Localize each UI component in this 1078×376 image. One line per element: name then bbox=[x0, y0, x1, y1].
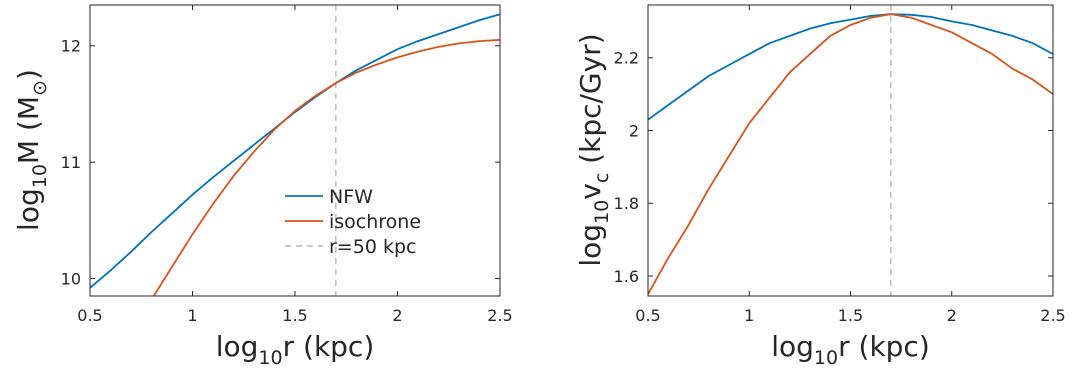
y-axis-label: log10vc (kpc/Gyr) bbox=[574, 33, 613, 266]
chart-panel-1: 0.5 1 1.5 2 2.5 10 11 12 log10r (kpc) log10M (M⊙)… bbox=[12, 4, 513, 369]
y-tick-label: 11 bbox=[61, 153, 81, 172]
x-tick-label: 1.5 bbox=[838, 306, 863, 325]
x-tick-label: 2.5 bbox=[1040, 306, 1065, 325]
axes-box bbox=[89, 4, 501, 297]
axes-box bbox=[647, 4, 1054, 297]
x-tick-label: 2 bbox=[947, 306, 957, 325]
y-tick-label: 10 bbox=[61, 270, 81, 289]
legend-label: isochrone bbox=[329, 211, 421, 233]
x-tick-label: 2.5 bbox=[487, 306, 512, 325]
x-axis-label: log10r (kpc) bbox=[771, 330, 930, 369]
y-tick-label: 1.8 bbox=[614, 194, 639, 213]
y-tick-label: 12 bbox=[61, 37, 81, 56]
y-tick-label: 2 bbox=[629, 121, 639, 140]
x-tick-label: 1 bbox=[187, 306, 197, 325]
legend-label: NFW bbox=[329, 186, 373, 208]
x-tick-label: 1.5 bbox=[282, 306, 307, 325]
chart-panel-2: 0.5 1 1.5 2 2.5 1.6 1.8 2 2.2 log10r (kpc) log10vc… bbox=[574, 4, 1066, 369]
x-tick-label: 0.5 bbox=[77, 306, 102, 325]
y-tick-label: 1.6 bbox=[614, 267, 639, 286]
x-tick-label: 1 bbox=[744, 306, 754, 325]
y-tick-label: 2.2 bbox=[614, 49, 639, 68]
series-line-nfw bbox=[90, 13, 500, 289]
x-axis-label: log10r (kpc) bbox=[216, 330, 375, 369]
y-axis-label: log10M (M⊙) bbox=[12, 69, 51, 231]
series-line-nfw bbox=[648, 13, 1053, 121]
legend: NFW isochrone r=50 kpc bbox=[285, 186, 421, 258]
x-tick-label: 2 bbox=[392, 306, 402, 325]
x-tick-label: 0.5 bbox=[635, 306, 660, 325]
series-line-isochrone bbox=[152, 39, 500, 296]
series-line-isochrone bbox=[648, 13, 1053, 295]
legend-label: r=50 kpc bbox=[329, 236, 416, 258]
